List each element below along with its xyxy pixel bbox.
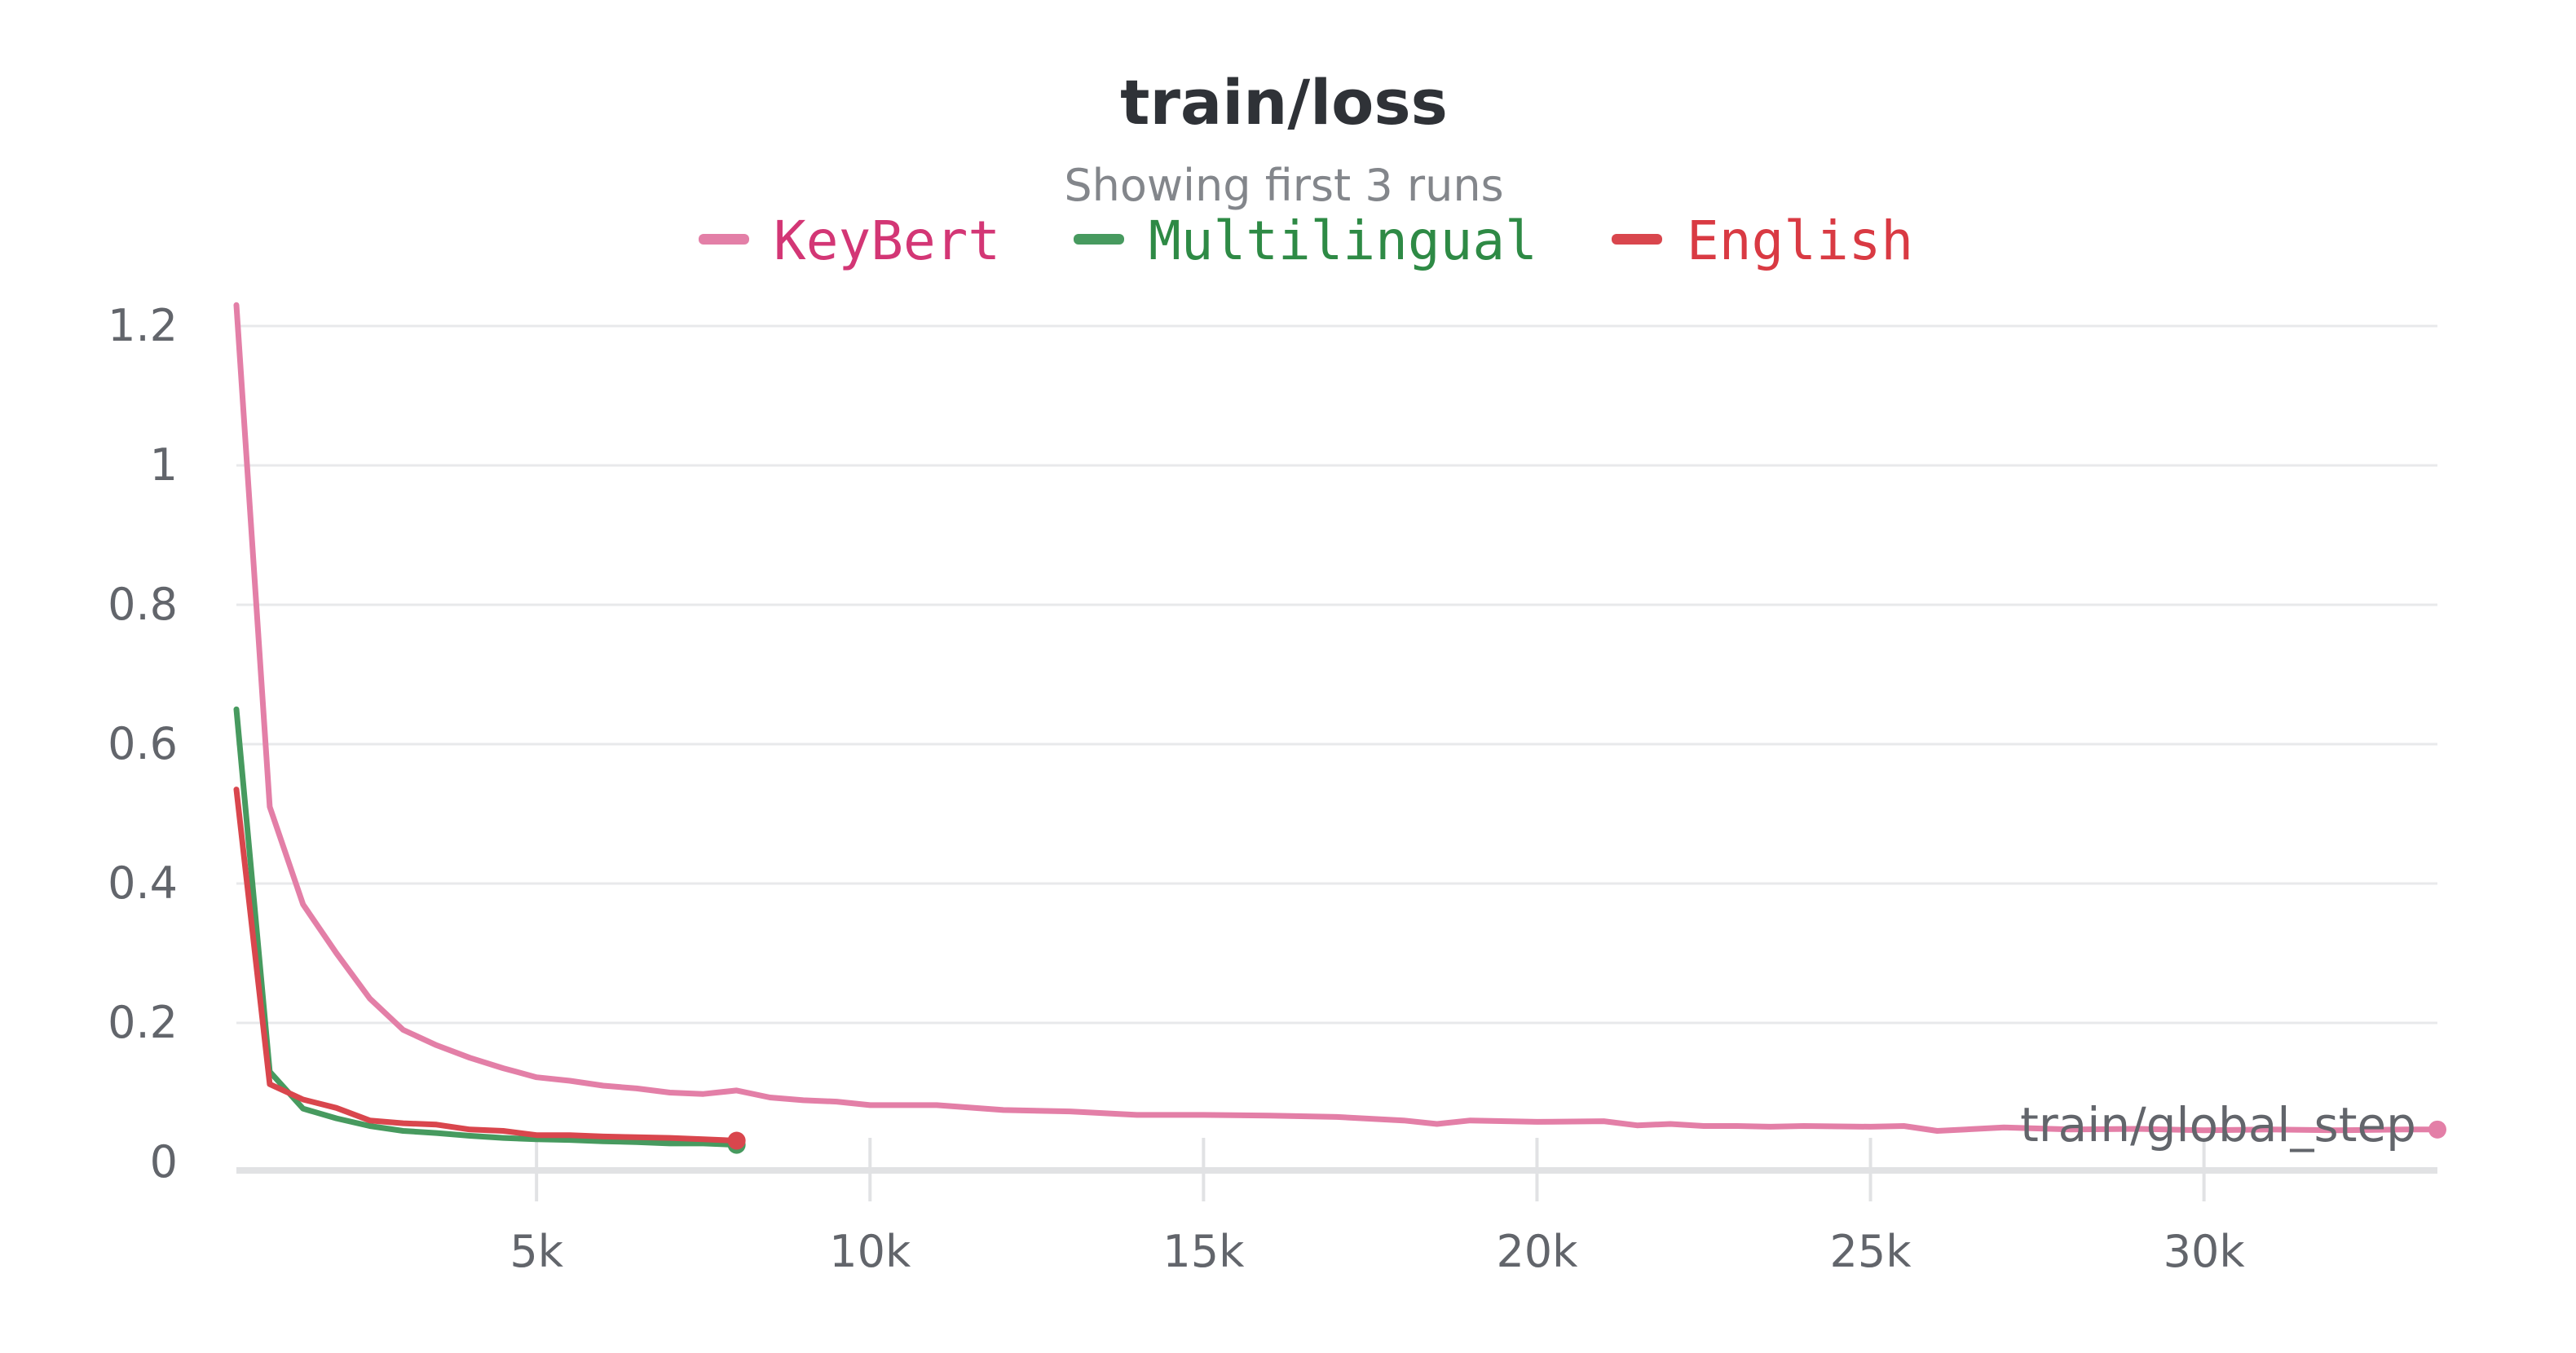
chart-subtitle: Showing first 3 runs [1064,160,1503,211]
x-tick-label: 20k [1496,1226,1578,1277]
series-line-multilingual [233,706,740,1148]
legend-label-keybert: KeyBert [774,209,1000,272]
legend-label-multilingual: Multilingual [1149,209,1537,272]
legend-swatch-keybert [699,234,749,245]
legend-swatch-english [1612,234,1662,245]
y-axis-tick-labels: 0 0.2 0.4 0.6 0.8 1 1.2 [108,300,178,1188]
x-axis-title: train/global_step [2020,1097,2416,1152]
gridlines [236,324,2437,1025]
legend-item-english: English [1612,209,1913,272]
series-line-keybert [233,302,2441,1134]
x-tick-label: 30k [2164,1226,2246,1277]
series-line-english [233,787,740,1144]
series-end-point-english [727,1131,746,1150]
series-end-point-keybert [2428,1120,2446,1139]
y-tick-label: 0.2 [108,997,178,1048]
legend: KeyBert Multilingual English [699,209,1913,272]
legend-swatch-multilingual [1074,234,1124,245]
y-tick-label: 0.4 [108,857,178,909]
legend-item-multilingual: Multilingual [1074,209,1537,272]
x-tick-label: 10k [829,1226,911,1277]
legend-label-english: English [1687,209,1913,272]
x-tick-label: 15k [1162,1226,1245,1277]
x-tick-label: 25k [1830,1226,1912,1277]
x-axis-ticks: 5k 10k 15k 20k 25k 30k [509,1138,2245,1277]
x-tick-label: 5k [509,1226,563,1277]
y-tick-label: 1.2 [108,300,178,351]
series-layer [233,302,2446,1154]
y-tick-label: 1 [150,439,178,491]
legend-item-keybert: KeyBert [699,209,1000,272]
chart-title: train/loss [1120,66,1448,139]
y-tick-label: 0.6 [108,718,178,769]
y-tick-label: 0 [150,1136,178,1188]
y-tick-label: 0.8 [108,579,178,630]
